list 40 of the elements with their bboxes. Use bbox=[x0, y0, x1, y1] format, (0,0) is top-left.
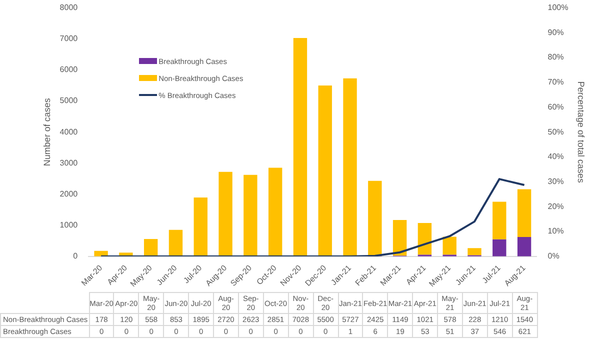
bar bbox=[442, 236, 456, 255]
bar bbox=[268, 168, 282, 256]
y-axis-title: Number of cases bbox=[42, 98, 52, 166]
bar bbox=[293, 38, 308, 256]
y2-tick-label: 0% bbox=[548, 252, 560, 261]
y-tick-label: 3000 bbox=[60, 158, 78, 168]
y2-tick-label: 30% bbox=[548, 176, 564, 186]
bar bbox=[368, 180, 382, 256]
y-tick-label: 5000 bbox=[60, 96, 78, 106]
y2-axis-title: Percentage of total cases bbox=[576, 81, 586, 184]
bar bbox=[468, 248, 482, 256]
bar bbox=[318, 85, 332, 256]
bar bbox=[244, 174, 258, 256]
bar bbox=[392, 220, 407, 256]
y2-tick-label: 100% bbox=[548, 3, 568, 12]
bar bbox=[218, 172, 232, 256]
bar bbox=[517, 237, 532, 256]
y-tick-label: 2000 bbox=[60, 189, 78, 198]
y-tick-label: 0 bbox=[73, 252, 78, 261]
bar bbox=[194, 197, 208, 256]
y-tick-label: 6000 bbox=[60, 65, 78, 74]
y2-tick-label: 80% bbox=[548, 52, 564, 62]
y-tick-label: 4000 bbox=[60, 127, 78, 136]
y2-tick-label: 70% bbox=[548, 78, 564, 87]
y2-tick-label: 40% bbox=[548, 152, 564, 162]
y2-tick-label: 20% bbox=[548, 202, 564, 211]
bar bbox=[343, 78, 357, 256]
y2-tick-label: 90% bbox=[548, 28, 564, 37]
bar bbox=[492, 202, 506, 240]
y2-tick-label: 50% bbox=[548, 127, 564, 136]
y-tick-label: 7000 bbox=[60, 34, 78, 44]
bar bbox=[144, 239, 158, 256]
y-tick-label: 1000 bbox=[60, 220, 78, 230]
y2-tick-label: 60% bbox=[548, 102, 564, 112]
bar bbox=[418, 222, 432, 255]
y2-tick-label: 10% bbox=[548, 226, 564, 236]
y-tick-label: 8000 bbox=[60, 3, 78, 12]
bar bbox=[492, 239, 506, 256]
bar bbox=[168, 230, 183, 256]
bar bbox=[517, 189, 532, 238]
